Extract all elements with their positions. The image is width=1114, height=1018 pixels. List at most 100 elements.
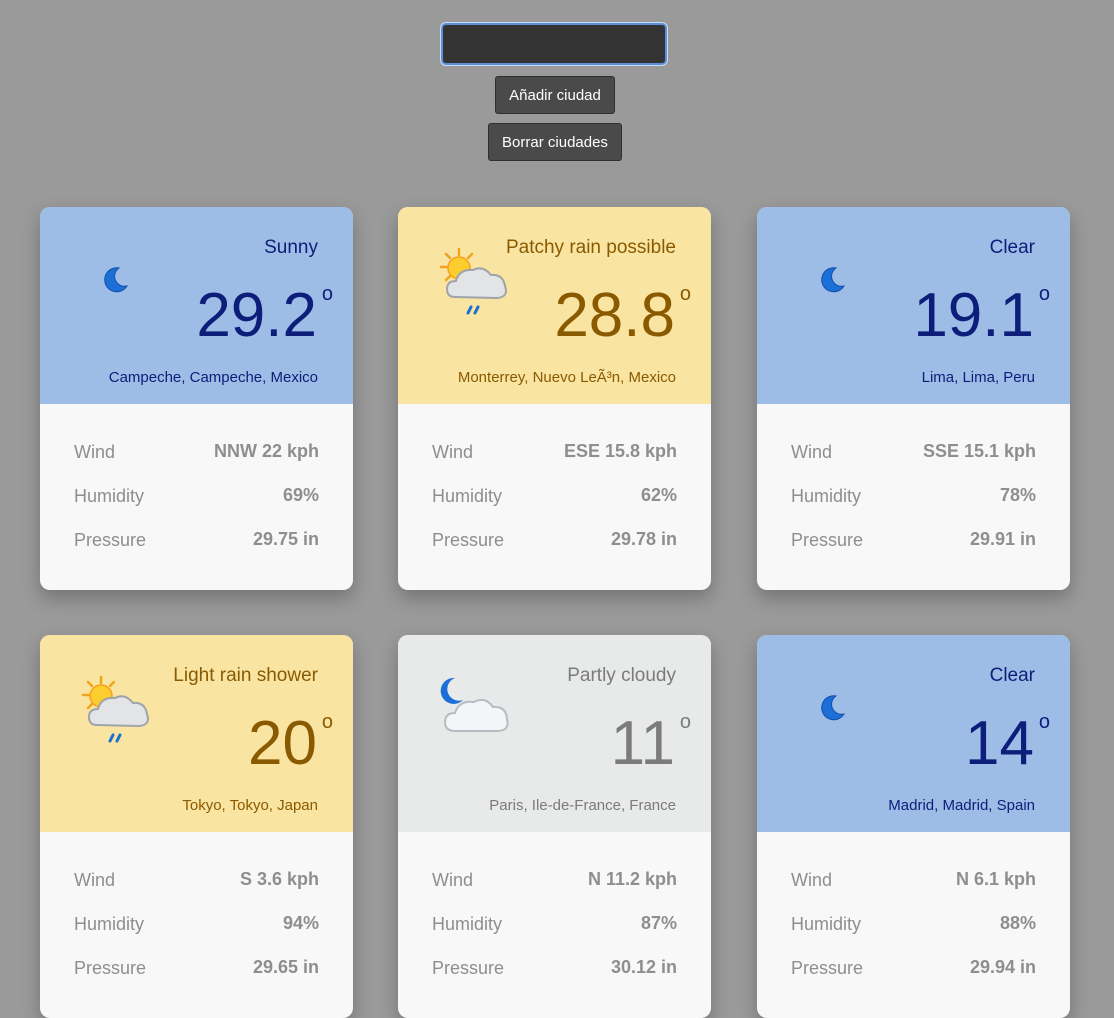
- pressure-label: Pressure: [432, 958, 505, 978]
- humidity-row: Humidity 87%: [398, 906, 711, 950]
- wind-row: Wind S 3.6 kph: [40, 862, 353, 906]
- wind-row: Wind ESE 15.8 kph: [398, 434, 711, 478]
- wind-label: Wind: [74, 442, 116, 462]
- wind-value: N 6.1 kph: [955, 869, 1036, 889]
- humidity-value: 88%: [999, 913, 1036, 933]
- weather-card-header: Patchy rain possible 28.8 o Monterrey, N…: [398, 207, 711, 404]
- wind-value: SSE 15.1 kph: [922, 441, 1036, 461]
- degree-symbol: o: [321, 711, 333, 733]
- weather-card-header: Clear 14 o Madrid, Madrid, Spain: [757, 635, 1070, 832]
- wind-label: Wind: [432, 442, 474, 462]
- sun-cloud-rain-icon: [75, 675, 159, 755]
- weather-card-0: Sunny 29.2 o Campeche, Campeche, Mexico …: [40, 207, 353, 590]
- pressure-value: 29.78 in: [610, 529, 677, 549]
- weather-card-2: Clear 19.1 o Lima, Lima, Peru Wind SSE 1…: [757, 207, 1070, 590]
- wind-value: S 3.6 kph: [239, 869, 319, 889]
- humidity-value: 69%: [282, 485, 319, 505]
- humidity-label: Humidity: [432, 914, 503, 934]
- pressure-row: Pressure 29.65 in: [40, 950, 353, 994]
- condition-text: Light rain shower: [173, 665, 318, 686]
- pressure-row: Pressure 30.12 in: [398, 950, 711, 994]
- degree-symbol: o: [679, 711, 691, 733]
- weather-card-5: Clear 14 o Madrid, Madrid, Spain Wind N …: [757, 635, 1070, 1018]
- condition-text: Sunny: [264, 237, 318, 258]
- pressure-label: Pressure: [74, 530, 147, 550]
- condition-text: Clear: [989, 237, 1035, 258]
- humidity-label: Humidity: [74, 486, 145, 506]
- pressure-value: 29.91 in: [969, 529, 1036, 549]
- add-city-button[interactable]: Añadir ciudad: [495, 76, 615, 114]
- weather-card-header: Sunny 29.2 o Campeche, Campeche, Mexico: [40, 207, 353, 404]
- humidity-label: Humidity: [791, 486, 862, 506]
- weather-card-3: Light rain shower 20 o Tokyo, Tokyo, Jap…: [40, 635, 353, 1018]
- temperature-value: 11: [610, 709, 675, 778]
- humidity-label: Humidity: [432, 486, 503, 506]
- humidity-row: Humidity 88%: [757, 906, 1070, 950]
- pressure-value: 29.65 in: [252, 957, 319, 977]
- pressure-label: Pressure: [791, 530, 864, 550]
- wind-label: Wind: [791, 870, 833, 890]
- condition-text: Partly cloudy: [567, 665, 676, 686]
- weather-card-header: Light rain shower 20 o Tokyo, Tokyo, Jap…: [40, 635, 353, 832]
- humidity-value: 62%: [640, 485, 677, 505]
- pressure-value: 29.75 in: [252, 529, 319, 549]
- moon-cloud-icon: [433, 675, 517, 755]
- wind-value: ESE 15.8 kph: [563, 441, 677, 461]
- pressure-label: Pressure: [74, 958, 147, 978]
- weather-stats: Wind N 11.2 kph Humidity 87% Pressure 30…: [398, 832, 711, 994]
- condition-text: Clear: [989, 665, 1035, 686]
- temperature-value: 28.8: [554, 281, 675, 350]
- humidity-row: Humidity 69%: [40, 478, 353, 522]
- weather-card-header: Clear 19.1 o Lima, Lima, Peru: [757, 207, 1070, 404]
- humidity-label: Humidity: [791, 914, 862, 934]
- pressure-label: Pressure: [791, 958, 864, 978]
- pressure-row: Pressure 29.91 in: [757, 522, 1070, 566]
- humidity-label: Humidity: [74, 914, 145, 934]
- humidity-row: Humidity 94%: [40, 906, 353, 950]
- humidity-value: 78%: [999, 485, 1036, 505]
- moon-icon: [817, 693, 847, 723]
- degree-symbol: o: [1038, 283, 1050, 305]
- location-text: Tokyo, Tokyo, Japan: [182, 797, 318, 814]
- city-input[interactable]: [440, 22, 668, 66]
- wind-label: Wind: [432, 870, 474, 890]
- wind-row: Wind N 11.2 kph: [398, 862, 711, 906]
- wind-label: Wind: [74, 870, 116, 890]
- wind-label: Wind: [791, 442, 833, 462]
- weather-card-4: Partly cloudy 11 o Paris, Ile-de-France,…: [398, 635, 711, 1018]
- weather-stats: Wind ESE 15.8 kph Humidity 62% Pressure …: [398, 404, 711, 566]
- humidity-value: 87%: [640, 913, 677, 933]
- pressure-row: Pressure 29.78 in: [398, 522, 711, 566]
- humidity-row: Humidity 62%: [398, 478, 711, 522]
- location-text: Paris, Ile-de-France, France: [489, 797, 676, 814]
- humidity-value: 94%: [282, 913, 319, 933]
- wind-value: N 11.2 kph: [587, 869, 677, 889]
- condition-text: Patchy rain possible: [505, 237, 676, 258]
- sun-cloud-rain-icon: [433, 247, 517, 327]
- degree-symbol: o: [321, 283, 333, 305]
- pressure-value: 30.12 in: [610, 957, 677, 977]
- pressure-label: Pressure: [432, 530, 505, 550]
- pressure-row: Pressure 29.94 in: [757, 950, 1070, 994]
- humidity-row: Humidity 78%: [757, 478, 1070, 522]
- clear-cities-button[interactable]: Borrar ciudades: [488, 123, 622, 161]
- location-text: Campeche, Campeche, Mexico: [108, 369, 318, 386]
- temperature-value: 20: [248, 709, 317, 778]
- weather-stats: Wind NNW 22 kph Humidity 69% Pressure 29…: [40, 404, 353, 566]
- weather-stats: Wind N 6.1 kph Humidity 88% Pressure 29.…: [757, 832, 1070, 994]
- pressure-value: 29.94 in: [969, 957, 1036, 977]
- weather-card-1: Patchy rain possible 28.8 o Monterrey, N…: [398, 207, 711, 590]
- degree-symbol: o: [1038, 711, 1050, 733]
- temperature-value: 19.1: [913, 281, 1034, 350]
- wind-row: Wind SSE 15.1 kph: [757, 434, 1070, 478]
- wind-value: NNW 22 kph: [213, 441, 319, 461]
- wind-row: Wind N 6.1 kph: [757, 862, 1070, 906]
- weather-card-header: Partly cloudy 11 o Paris, Ile-de-France,…: [398, 635, 711, 832]
- temperature-value: 14: [965, 709, 1034, 778]
- city-controls: Añadir ciudad Borrar ciudades: [0, 0, 1114, 190]
- moon-icon: [817, 265, 847, 295]
- location-text: Lima, Lima, Peru: [921, 369, 1035, 386]
- location-text: Madrid, Madrid, Spain: [888, 797, 1035, 814]
- temperature-value: 29.2: [196, 281, 317, 350]
- weather-stats: Wind SSE 15.1 kph Humidity 78% Pressure …: [757, 404, 1070, 566]
